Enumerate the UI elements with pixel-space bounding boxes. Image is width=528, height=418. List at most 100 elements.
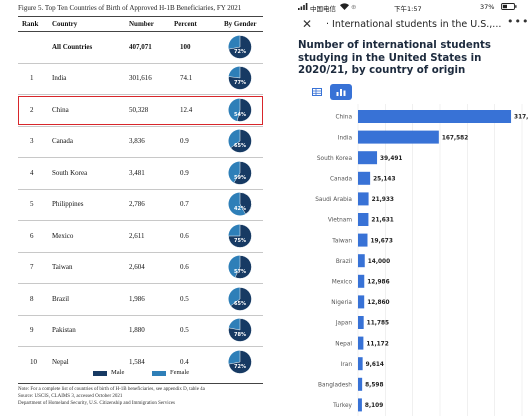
category-label: Taiwan <box>331 238 352 244</box>
category-label: Saudi Arabia <box>315 197 352 203</box>
table-view-button[interactable] <box>306 84 328 100</box>
bar <box>358 233 368 247</box>
bar <box>358 254 365 268</box>
row-separator <box>18 220 263 221</box>
category-label: Brazil <box>336 259 353 265</box>
header-number: Number <box>129 20 154 28</box>
bar <box>358 274 365 288</box>
legend-male-label: Male <box>111 369 125 376</box>
gender-pie: 65% <box>228 129 252 153</box>
department-line: Department of Homeland Security, U.S. Ci… <box>18 401 176 406</box>
category-label: Japan <box>335 321 352 327</box>
pie-male-slice <box>228 349 252 374</box>
legend-male-swatch <box>93 371 107 376</box>
legend-female-swatch <box>152 371 166 376</box>
row-separator <box>18 283 263 284</box>
percent-cell: 0.7 <box>180 200 189 209</box>
category-label: Turkey <box>332 403 352 409</box>
value-label: 12,860 <box>367 300 389 306</box>
percent-cell: 74.1 <box>180 74 193 83</box>
value-label: 11,785 <box>367 321 389 327</box>
pie-male-slice <box>228 34 252 59</box>
pie-label: 65% <box>234 143 246 149</box>
students-bar-chart: China 317,299 India 167,582 South Korea 39,49… <box>315 104 528 416</box>
header-rule <box>18 31 263 32</box>
bar <box>358 316 364 329</box>
category-label: Bangladesh <box>318 383 352 389</box>
rank-cell: 10 <box>30 357 37 366</box>
table-icon <box>312 88 322 96</box>
number-cell: 2,611 <box>129 231 145 240</box>
category-label: Canada <box>330 177 353 183</box>
percent-cell: 0.6 <box>180 231 189 240</box>
value-label: 14,000 <box>368 259 390 265</box>
country-cell: Brazil <box>52 294 70 303</box>
bar <box>358 213 369 226</box>
rank-cell: 6 <box>30 231 34 240</box>
china-highlight-box <box>18 96 263 125</box>
value-label: 21,631 <box>371 218 393 224</box>
pie-label: 72% <box>234 364 246 370</box>
rank-cell: 8 <box>30 294 34 303</box>
pie-label: 57% <box>234 269 246 275</box>
bar <box>358 377 363 391</box>
number-cell: 3,481 <box>129 168 145 177</box>
rank-cell: 7 <box>30 263 34 272</box>
rank-cell: 2 <box>30 105 34 114</box>
pie-label: 59% <box>234 175 246 181</box>
category-label: China <box>335 115 352 121</box>
browser-titlebar: ✕ · International students in the U.S.,.… <box>290 15 528 35</box>
gender-pie: 72% <box>228 34 252 59</box>
value-label: 19,673 <box>370 238 392 244</box>
gender-pie: 65% <box>228 286 252 311</box>
row-separator <box>18 62 263 64</box>
category-label: Nepal <box>335 341 352 347</box>
legend-female-label: Female <box>170 369 190 376</box>
gender-pie: 42% <box>228 192 252 216</box>
more-icon[interactable]: ••• <box>507 15 528 28</box>
row-separator <box>18 346 263 347</box>
percent-cell: 0.5 <box>180 294 189 303</box>
row-separator <box>18 188 263 190</box>
country-cell: South Korea <box>52 168 88 177</box>
country-cell: China <box>52 105 69 114</box>
bar <box>358 151 378 165</box>
row-separator <box>18 314 263 316</box>
pie-label: 78% <box>234 332 246 338</box>
rank-cell: 1 <box>30 74 34 83</box>
close-icon[interactable]: ✕ <box>302 17 313 31</box>
bar <box>358 192 369 206</box>
bar <box>358 295 365 309</box>
pie-male-slice <box>234 255 252 279</box>
country-cell: India <box>52 74 67 83</box>
bar <box>358 357 363 371</box>
bar <box>358 171 371 185</box>
note-line: Note: For a complete list of countries o… <box>18 387 205 392</box>
pie-label: 54% <box>234 112 246 118</box>
category-label: Mexico <box>332 280 353 286</box>
country-cell: Canada <box>52 137 73 146</box>
number-cell: 407,071 <box>129 42 152 51</box>
country-cell: Nepal <box>52 357 69 366</box>
pie-label: 65% <box>234 301 246 307</box>
percent-cell: 0.6 <box>180 263 189 272</box>
number-cell: 50,328 <box>129 105 149 114</box>
bar-view-button[interactable] <box>330 84 352 100</box>
page-title: · International students in the U.S.,... <box>326 19 502 30</box>
h1b-figure: Figure 5. Top Ten Countries of Birth of … <box>18 4 263 406</box>
signal-icon <box>298 3 308 12</box>
bar <box>358 336 364 350</box>
pie-label: 72% <box>234 49 246 55</box>
gender-pie: 72% <box>228 349 252 374</box>
pie-male-slice <box>230 129 252 153</box>
bottom-rule <box>18 383 263 384</box>
country-cell: Pakistan <box>52 326 76 335</box>
bar <box>358 110 512 123</box>
pie-label: 77% <box>234 80 246 86</box>
category-label: Iran <box>341 362 353 368</box>
row-separator <box>18 94 263 95</box>
percent-cell: 0.9 <box>180 137 189 146</box>
status-time: 下午1:57 <box>394 5 422 13</box>
gender-pie: 59% <box>228 160 252 185</box>
value-label: 167,582 <box>442 135 468 141</box>
